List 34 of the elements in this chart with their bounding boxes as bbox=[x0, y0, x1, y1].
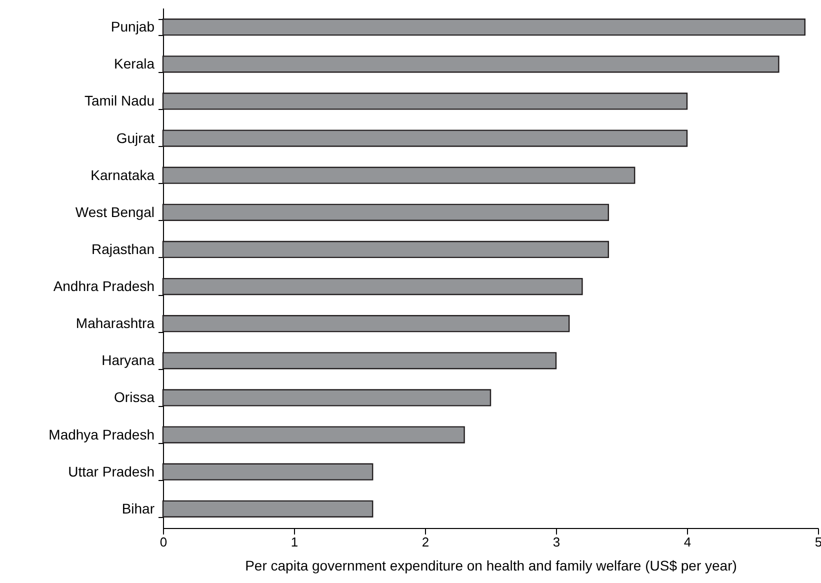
bar bbox=[162, 352, 557, 370]
y-tick-label: Karnataka bbox=[90, 166, 155, 183]
y-tick-label: Gujrat bbox=[116, 130, 155, 146]
bar bbox=[162, 18, 806, 36]
bar bbox=[162, 389, 492, 406]
y-tick-label: Punjab bbox=[110, 18, 155, 35]
x-tick-label: 2 bbox=[422, 534, 430, 550]
y-tick-label: Tamil Nadu bbox=[84, 92, 154, 109]
y-tick-label: West Bengal bbox=[75, 204, 154, 220]
bar bbox=[162, 500, 374, 518]
x-axis-title: Per capita government expenditure on health and family welfare (US$ per year) bbox=[245, 558, 737, 574]
y-tick-label: Madhya Pradesh bbox=[48, 426, 154, 442]
y-tick-label: Kerala bbox=[114, 56, 155, 72]
bar bbox=[162, 130, 688, 147]
bar bbox=[162, 426, 465, 444]
x-tick-label: 4 bbox=[684, 534, 692, 550]
bar bbox=[162, 278, 583, 296]
y-tick-label: Rajasthan bbox=[91, 240, 154, 257]
bar bbox=[162, 92, 688, 110]
bar bbox=[162, 56, 780, 73]
x-tick-label: 0 bbox=[160, 534, 168, 550]
y-tick-label: Maharashtra bbox=[76, 315, 155, 332]
bar bbox=[162, 240, 609, 258]
bar bbox=[162, 315, 570, 332]
y-tick-label: Uttar Pradesh bbox=[68, 463, 154, 480]
y-tick-label: Orissa bbox=[114, 389, 155, 406]
bar bbox=[162, 204, 609, 221]
y-tick-label: Andhra Pradesh bbox=[53, 278, 154, 294]
x-tick-label: 3 bbox=[552, 534, 560, 550]
x-tick-label: 1 bbox=[290, 534, 298, 550]
bar bbox=[162, 463, 374, 480]
y-tick-label: Haryana bbox=[102, 352, 155, 368]
y-tick-label: Bihar bbox=[122, 500, 155, 516]
bar bbox=[162, 166, 636, 184]
